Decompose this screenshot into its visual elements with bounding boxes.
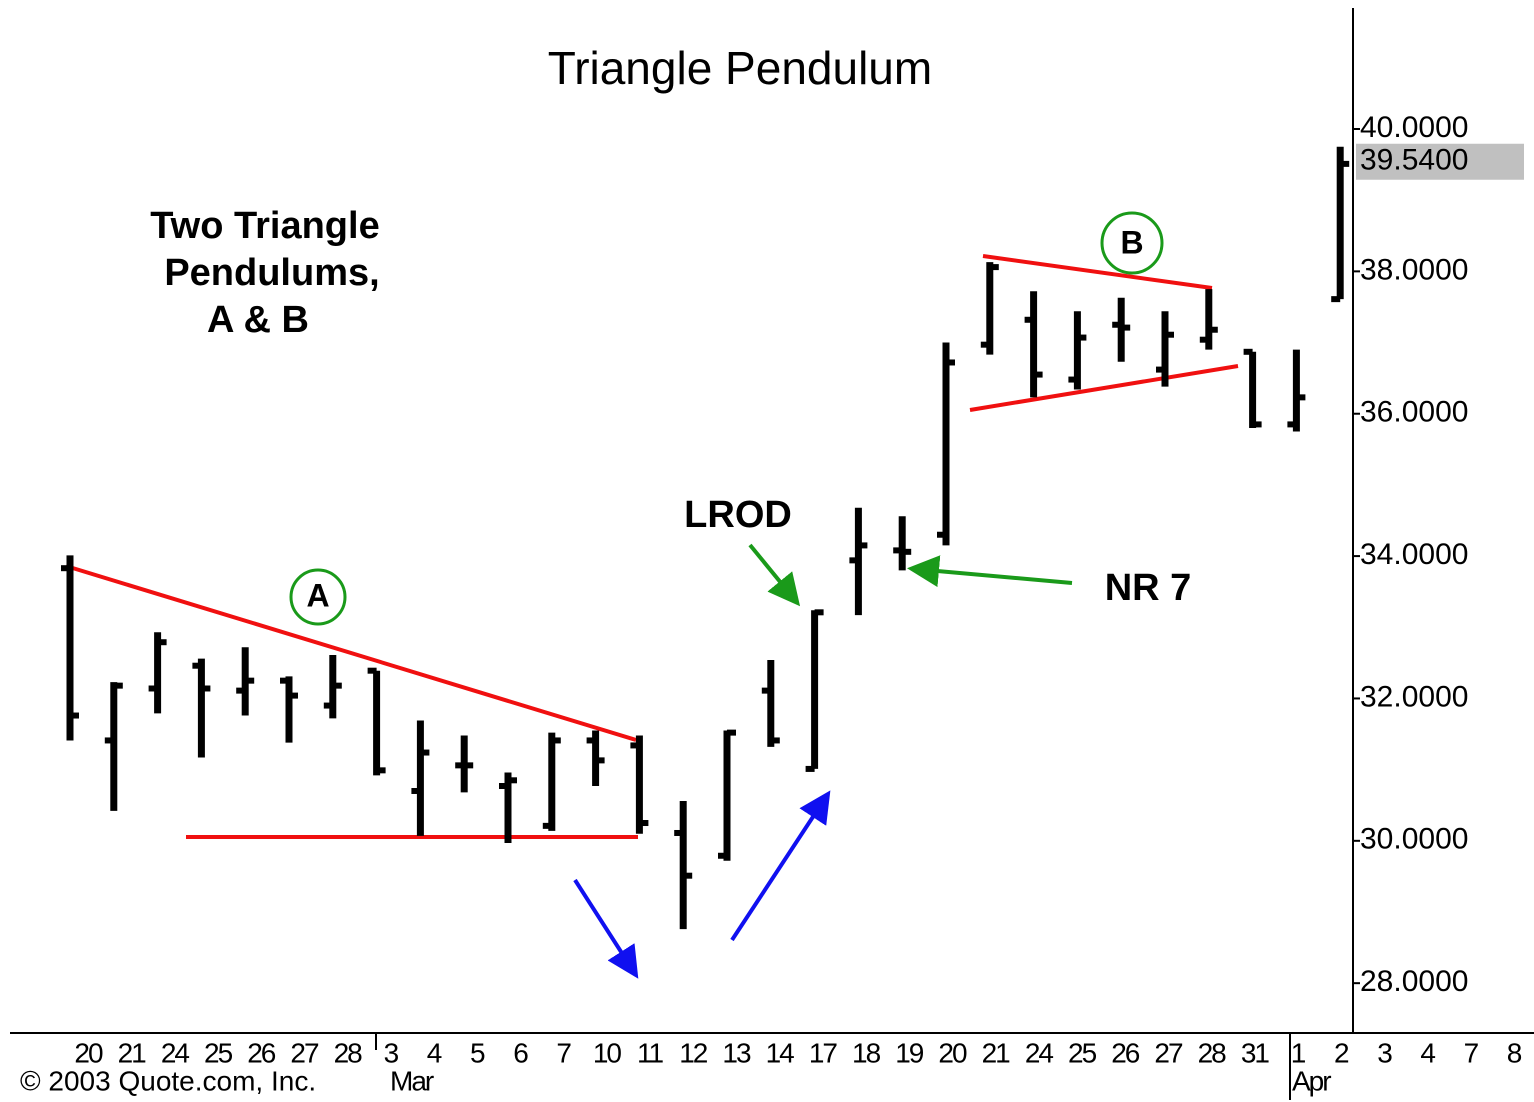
x-tick-label: 18 [852,1037,881,1068]
month-label: Apr [1292,1065,1331,1096]
x-tick-label: 24 [1025,1037,1054,1068]
y-tick-label: 34.0000 [1360,538,1468,571]
x-tick-label: 11 [637,1037,663,1068]
x-tick-label: 4 [1420,1037,1435,1068]
arrow [907,555,1073,588]
arrow [748,543,801,607]
x-tick-label: 3 [1377,1037,1392,1068]
last-price-box [1356,143,1524,180]
annotation: A [306,577,329,613]
x-tick-label: 4 [427,1037,442,1068]
x-tick-label: 28 [334,1037,363,1068]
x-tick-label: 28 [1198,1037,1227,1068]
trend-line [982,254,1213,290]
trend-line [65,564,637,742]
y-tick-label: 28.0000 [1360,965,1468,998]
note: Pendulums, [164,252,379,294]
x-tick-label: 7 [556,1037,571,1068]
y-tick-label: 36.0000 [1360,396,1468,429]
x-tick-label: 10 [593,1037,622,1068]
x-tick-label: 17 [809,1037,838,1068]
y-tick-label: 38.0000 [1360,253,1468,286]
x-tick-label: 3 [384,1037,399,1068]
y-tick-label: 32.0000 [1360,680,1468,713]
x-tick-label: 1 [1291,1037,1306,1068]
x-tick-label: 19 [895,1037,924,1068]
x-tick-label: 25 [204,1037,233,1068]
y-tick-label: 30.0000 [1360,823,1468,856]
x-tick-label: 2 [1334,1037,1349,1068]
x-tick-label: 25 [1068,1037,1097,1068]
arrow [573,878,639,979]
x-tick-label: 31 [1241,1037,1270,1068]
x-tick-label: 26 [247,1037,276,1068]
last-price-label: 39.5400 [1360,144,1468,177]
x-tick-label: 8 [1507,1037,1522,1068]
annotation: NR 7 [1105,567,1192,609]
trend-line [969,364,1239,412]
x-tick-label: 21 [118,1037,147,1068]
x-tick-label: 7 [1464,1037,1479,1068]
month-label: Mar [390,1065,434,1096]
x-tick-label: 20 [74,1037,103,1068]
x-tick-label: 27 [290,1037,319,1068]
x-tick-label: 12 [679,1037,708,1068]
annotation: B [1120,224,1143,260]
x-tick-label: 21 [982,1037,1011,1068]
y-tick-label: 40.0000 [1360,111,1468,144]
chart-title: Triangle Pendulum [548,42,932,94]
arrow [730,790,831,942]
x-tick-label: 5 [470,1037,485,1068]
copyright: © 2003 Quote.com, Inc. [20,1065,316,1096]
annotation: LROD [684,494,792,536]
circle [289,568,347,626]
x-tick-label: 20 [938,1037,967,1068]
x-tick-label: 6 [513,1037,528,1068]
x-tick-label: 13 [722,1037,751,1068]
note: A & B [207,299,309,341]
x-tick-label: 24 [161,1037,190,1068]
x-tick-label: 14 [766,1037,795,1068]
circle [1100,211,1164,275]
note: Two Triangle [150,205,379,247]
x-tick-label: 26 [1111,1037,1140,1068]
x-tick-label: 27 [1154,1037,1183,1068]
